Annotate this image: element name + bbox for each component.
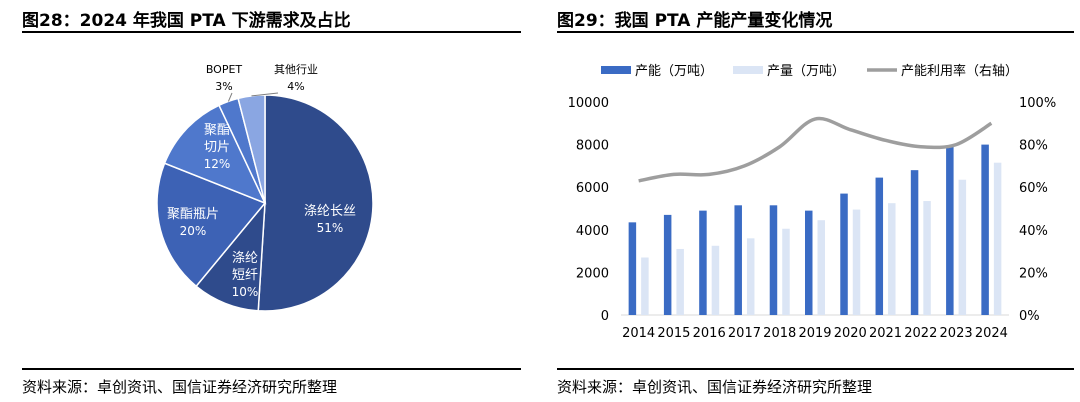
x-tick-2014: 2014 [622,326,655,341]
bar-1-2020 [852,209,861,315]
y-right-tick-5: 100% [1019,96,1056,111]
pie-label-name-3-b: 切片 [204,140,230,155]
figure-29-source: 资料来源：卓创资讯、国信证券经济研究所整理 [557,378,873,396]
x-tick-2016: 2016 [693,326,726,341]
legend-swatch-0 [601,66,631,74]
pie-slice-3 [163,104,267,205]
figure-29-title: 图29：我国 PTA 产能产量变化情况 [557,11,833,31]
x-tick-2018: 2018 [763,326,796,341]
bar-1-2019 [817,220,825,315]
legend-label-1: 产量（万吨） [767,64,845,79]
pie-slice-0 [257,94,374,312]
bar-1-2017 [746,238,755,315]
pie-label-value-0: 51% [317,221,344,235]
pie-label-value-2: 20% [180,224,207,238]
x-tick-2019: 2019 [798,326,831,341]
y-right-tick-4: 80% [1019,139,1048,154]
y-left-tick-3: 6000 [576,181,609,196]
y-right-tick-3: 60% [1019,181,1048,196]
x-tick-2021: 2021 [869,326,902,341]
y-left-tick-4: 8000 [576,139,609,154]
bar-1-2024 [993,162,1002,315]
figure-29-bottom-rule [557,368,1074,370]
x-tick-2024: 2024 [975,326,1008,341]
x-tick-2022: 2022 [904,326,937,341]
y-right-tick-1: 20% [1019,266,1048,281]
x-tick-2020: 2020 [834,326,867,341]
bar-0-2022 [910,170,919,315]
bar-1-2018 [782,228,790,315]
pie-label-name-4: BOPET [206,63,243,76]
y-left-tick-5: 10000 [568,96,609,111]
y-right-tick-2: 40% [1019,224,1048,239]
y-left-tick-2: 4000 [576,224,609,239]
figure-28-bottom-rule [22,368,521,370]
bar-0-2017 [734,205,742,315]
bar-0-2023 [946,146,954,315]
figure-28-title: 图28：2024 年我国 PTA 下游需求及占比 [22,11,351,31]
bar-1-2014 [641,257,649,315]
pie-label-name-3-a: 聚酯 [204,123,230,138]
bar-0-2021 [875,177,884,315]
x-tick-2017: 2017 [728,326,761,341]
bar-1-2021 [888,203,896,315]
pie-label-value-5: 4% [287,80,304,93]
pie-label-name-0: 涤纶长丝 [304,204,356,219]
bar-0-2019 [805,210,813,315]
bar-0-2018 [769,205,778,315]
pie-leader-line-5 [251,92,279,97]
pie-label-value-1: 10% [232,285,259,299]
bar-0-2015 [663,214,672,315]
y-left-tick-1: 2000 [576,266,609,281]
pie-label-value-4: 3% [215,80,232,93]
x-tick-2015: 2015 [657,326,690,341]
bar-0-2020 [840,193,848,315]
figure-29-top-rule [557,31,1074,33]
pie-slice-2 [156,162,267,288]
pie-label-name-1-b: 短纤 [232,268,258,283]
figure-28-source: 资料来源：卓创资讯、国信证券经济研究所整理 [22,378,338,396]
pie-slice-5 [237,94,266,204]
pie-leader-line-4 [227,92,233,102]
legend-label-0: 产能（万吨） [635,64,713,79]
pie-label-name-5: 其他行业 [274,63,318,76]
figure-29-panel: 图29：我国 PTA 产能产量变化情况 0 2000 4000 6000 8000 100… [551,0,1080,402]
y-left-tick-0: 0 [601,309,609,324]
legend-swatch-1 [733,66,763,74]
y-right-tick-0: 0% [1019,309,1040,324]
pie-label-value-3: 12% [204,157,231,171]
utilization-line [638,116,993,183]
pie-label-name-1-a: 涤纶 [232,251,258,266]
bar-0-2024 [981,144,989,315]
bar-0-2016 [699,210,707,315]
bar-1-2016 [711,245,720,315]
figure-28-top-rule [22,31,521,33]
bar-1-2023 [958,179,967,315]
legend-label-2: 产能利用率（右轴） [901,63,1018,79]
x-tick-2023: 2023 [940,326,973,341]
bar-0-2014 [628,222,637,315]
pie-label-name-2: 聚酯瓶片 [167,207,219,222]
figure-28-panel: 图28：2024 年我国 PTA 下游需求及占比 涤纶长丝 51% 涤纶短纤 10% 聚… [0,0,525,402]
bar-1-2022 [923,201,931,315]
bar-line-chart: 0 2000 4000 6000 8000 10000 0% 20% 40% 60% 80% 100%… [568,63,1057,341]
bar-1-2015 [676,248,684,315]
